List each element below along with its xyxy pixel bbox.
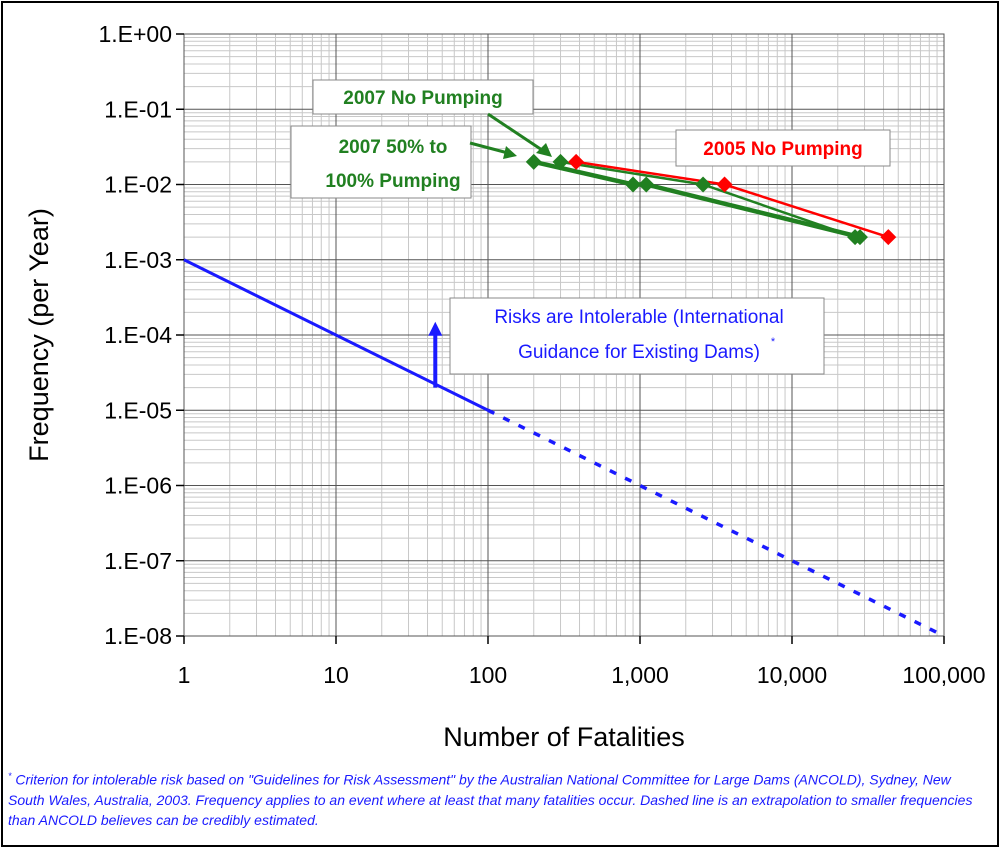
- y-tick-label: 1.E-07: [104, 548, 172, 574]
- axis-ticks: [176, 33, 945, 644]
- criterion-dashed-line: [487, 408, 945, 638]
- x-tick-label: 100,000: [902, 662, 985, 688]
- series-marker: [525, 153, 542, 170]
- x-tick-label: 1,000: [611, 662, 669, 688]
- series-marker: [880, 229, 897, 246]
- label-2007-pumping-line2: 100% Pumping: [325, 171, 460, 192]
- y-tick-label: 1.E-04: [104, 322, 172, 348]
- pointer-head-2007-pumping: [503, 146, 517, 159]
- series-marker: [716, 176, 733, 193]
- series-group: [525, 153, 897, 246]
- y-tick-label: 1.E-02: [104, 172, 172, 198]
- intolerable-arrow-head: [428, 321, 443, 336]
- footnote: * Criterion for intolerable risk based o…: [8, 766, 988, 830]
- label-box-2007-pumping: [290, 125, 472, 199]
- label-2007-no-pumping: 2007 No Pumping: [343, 88, 502, 109]
- series-marker: [625, 176, 642, 193]
- x-tick-label: 10,000: [757, 662, 827, 688]
- callouts: 2007 No Pumping 2007 50% to 100% Pumping 20…: [290, 79, 891, 375]
- label-2005-no-pumping: 2005 No Pumping: [703, 139, 862, 160]
- series-line: [533, 159, 861, 240]
- pointer-2007-pumping: [469, 141, 509, 155]
- series-marker: [568, 153, 585, 170]
- intolerable-criterion: [183, 258, 945, 638]
- y-axis-title: Frequency (per Year): [24, 208, 54, 462]
- x-tick-label: 10: [323, 662, 349, 688]
- series-line: [575, 160, 889, 239]
- series-marker: [851, 229, 868, 246]
- footnote-marker: *: [8, 771, 12, 781]
- x-tick-label: 100: [469, 662, 507, 688]
- label-box-2007-no-pumping: [312, 79, 534, 115]
- criterion-solid-line: [183, 258, 489, 412]
- label-2007-pumping-line1: 2007 50% to: [339, 137, 448, 158]
- x-tick-label: 1: [178, 662, 191, 688]
- tick-labels: 1.E+00 1.E-01 1.E-02 1.E-03 1.E-04 1.E-05 1.E-…: [98, 21, 985, 688]
- y-tick-label: 1.E-03: [104, 247, 172, 273]
- y-tick-label: 1.E-08: [104, 623, 172, 649]
- series-marker: [552, 153, 569, 170]
- y-tick-label: 1.E-05: [104, 397, 172, 423]
- intolerable-footnote-marker: *: [771, 336, 776, 348]
- intolerable-text-line2: Guidance for Existing Dams): [518, 342, 760, 363]
- pointer-head-2007-no-pumping: [536, 143, 552, 157]
- label-box-2005-no-pumping: [675, 129, 891, 167]
- y-tick-label: 1.E-06: [104, 473, 172, 499]
- x-axis-title: Number of Fatalities: [443, 722, 685, 752]
- series-marker: [638, 176, 655, 193]
- footnote-text: Criterion for intolerable risk based on …: [8, 771, 973, 828]
- pointer-2007-no-pumping: [487, 112, 546, 154]
- y-tick-label: 1.E-01: [104, 96, 172, 122]
- intolerable-box: [449, 297, 825, 375]
- fn-chart: 2007 No Pumping 2007 50% to 100% Pumping 20…: [24, 21, 986, 752]
- y-tick-label: 1.E+00: [98, 21, 172, 47]
- series-marker: [695, 176, 712, 193]
- intolerable-text-line1: Risks are Intolerable (International: [494, 307, 783, 328]
